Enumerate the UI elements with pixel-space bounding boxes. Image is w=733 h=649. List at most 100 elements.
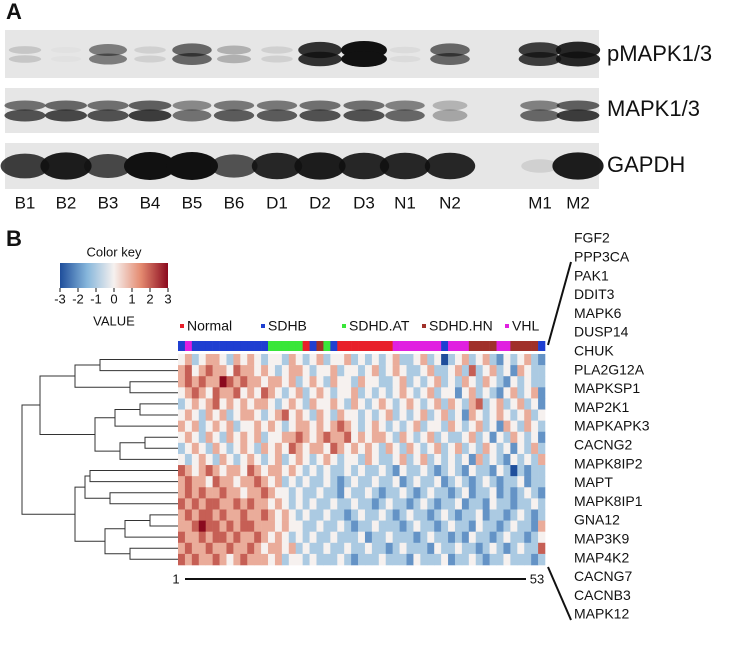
band-part bbox=[0, 153, 50, 179]
heatmap-cell bbox=[358, 442, 366, 455]
heatmap-cell bbox=[344, 487, 352, 499]
heatmap-cell bbox=[524, 498, 532, 510]
heatmap-cell bbox=[371, 553, 380, 566]
group-cell bbox=[254, 341, 262, 351]
heatmap-cell bbox=[434, 509, 442, 521]
heatmap-cell bbox=[330, 465, 338, 477]
heatmap-cell bbox=[413, 453, 421, 466]
heatmap-cell bbox=[454, 431, 463, 444]
heatmap-cell bbox=[212, 498, 220, 510]
heatmap-cell bbox=[212, 531, 220, 544]
heatmap-cell bbox=[240, 409, 248, 421]
heatmap-cell bbox=[233, 387, 241, 399]
heatmap-cell bbox=[503, 376, 511, 388]
band bbox=[210, 154, 258, 178]
heatmap-cell bbox=[240, 453, 248, 466]
group-cell bbox=[219, 341, 227, 351]
heatmap-cell bbox=[448, 531, 456, 544]
heatmap-cell bbox=[420, 487, 428, 499]
heatmap-cell bbox=[309, 453, 317, 466]
heatmap-cell bbox=[406, 542, 414, 555]
heatmap-cell bbox=[503, 520, 511, 532]
band bbox=[261, 46, 293, 63]
heatmap-cell bbox=[399, 465, 407, 477]
heatmap-cell bbox=[184, 487, 193, 499]
heatmap-cell bbox=[538, 509, 546, 521]
heatmap-cell bbox=[288, 553, 297, 566]
legend-swatch bbox=[180, 324, 184, 328]
heatmap-cell bbox=[337, 354, 345, 366]
heatmap-cell bbox=[454, 476, 463, 488]
heatmap-cell bbox=[399, 542, 407, 555]
heatmap-cell bbox=[254, 409, 262, 421]
heatmap-cell bbox=[378, 398, 387, 410]
heatmap-cell bbox=[261, 542, 269, 555]
heatmap-cell bbox=[219, 354, 227, 366]
heatmap-cell bbox=[351, 498, 359, 510]
heatmap-cell bbox=[413, 365, 421, 377]
heatmap-cell bbox=[524, 553, 532, 566]
heatmap-cell bbox=[517, 354, 525, 366]
heatmap-cell bbox=[316, 365, 324, 377]
group-cell bbox=[302, 341, 310, 351]
heatmap-cell bbox=[247, 509, 255, 521]
heatmap-cell bbox=[489, 387, 497, 399]
heatmap-cell bbox=[337, 376, 345, 388]
heatmap-cell bbox=[212, 409, 220, 421]
group-cell bbox=[413, 341, 421, 351]
heatmap-cell bbox=[309, 531, 317, 544]
heatmap-cell bbox=[427, 442, 435, 455]
band bbox=[124, 152, 176, 180]
band bbox=[134, 46, 166, 63]
heatmap-cell bbox=[274, 553, 283, 566]
band-part bbox=[4, 109, 46, 122]
heatmap-cell bbox=[281, 354, 290, 366]
heatmap-cell bbox=[503, 487, 511, 499]
heatmap-cell bbox=[489, 442, 497, 455]
group-cell bbox=[323, 341, 331, 351]
heatmap-cell bbox=[178, 365, 186, 377]
heatmap-cell bbox=[482, 387, 490, 399]
heatmap-cell bbox=[503, 542, 511, 555]
band-part bbox=[379, 152, 431, 180]
heatmap-cell bbox=[233, 531, 241, 544]
heatmap-cell bbox=[247, 387, 255, 399]
heatmap-cell bbox=[538, 354, 546, 366]
heatmap-cell bbox=[482, 487, 490, 499]
heatmap-cell bbox=[531, 365, 539, 377]
heatmap-cell bbox=[427, 376, 435, 388]
heatmap-cell bbox=[316, 498, 324, 510]
heatmap-cell bbox=[198, 553, 206, 566]
heatmap-cell bbox=[261, 465, 269, 477]
lane-label: B1 bbox=[15, 193, 36, 212]
heatmap-cell bbox=[420, 354, 428, 366]
heatmap-cell bbox=[524, 365, 532, 377]
heatmap-cell bbox=[240, 498, 248, 510]
heatmap-cell bbox=[233, 509, 241, 521]
heatmap-cell bbox=[441, 476, 449, 488]
band bbox=[430, 43, 470, 65]
heatmap-cell bbox=[344, 465, 352, 477]
heatmap-cell bbox=[344, 553, 352, 566]
heatmap-cell bbox=[226, 442, 234, 455]
heatmap-cell bbox=[268, 387, 276, 399]
heatmap-cell bbox=[538, 398, 546, 410]
heatmap-cell bbox=[274, 453, 283, 466]
heatmap-cell bbox=[212, 398, 220, 410]
heatmap-cell bbox=[288, 354, 297, 366]
heatmap-cell bbox=[247, 498, 255, 510]
heatmap-cell bbox=[309, 465, 317, 477]
heatmap-cell bbox=[316, 354, 324, 366]
heatmap-cell bbox=[482, 354, 490, 366]
heatmap-cell bbox=[399, 365, 407, 377]
heatmap-cell bbox=[371, 476, 380, 488]
heatmap-cell bbox=[406, 476, 414, 488]
heatmap-cell bbox=[351, 442, 359, 455]
heatmap-cell bbox=[323, 376, 331, 388]
heatmap-cell bbox=[178, 465, 186, 477]
heatmap-cell bbox=[302, 365, 310, 377]
band-part bbox=[299, 109, 341, 122]
heatmap-cell bbox=[461, 431, 470, 444]
heatmap-cell bbox=[254, 354, 262, 366]
heatmap-cell bbox=[240, 487, 248, 499]
